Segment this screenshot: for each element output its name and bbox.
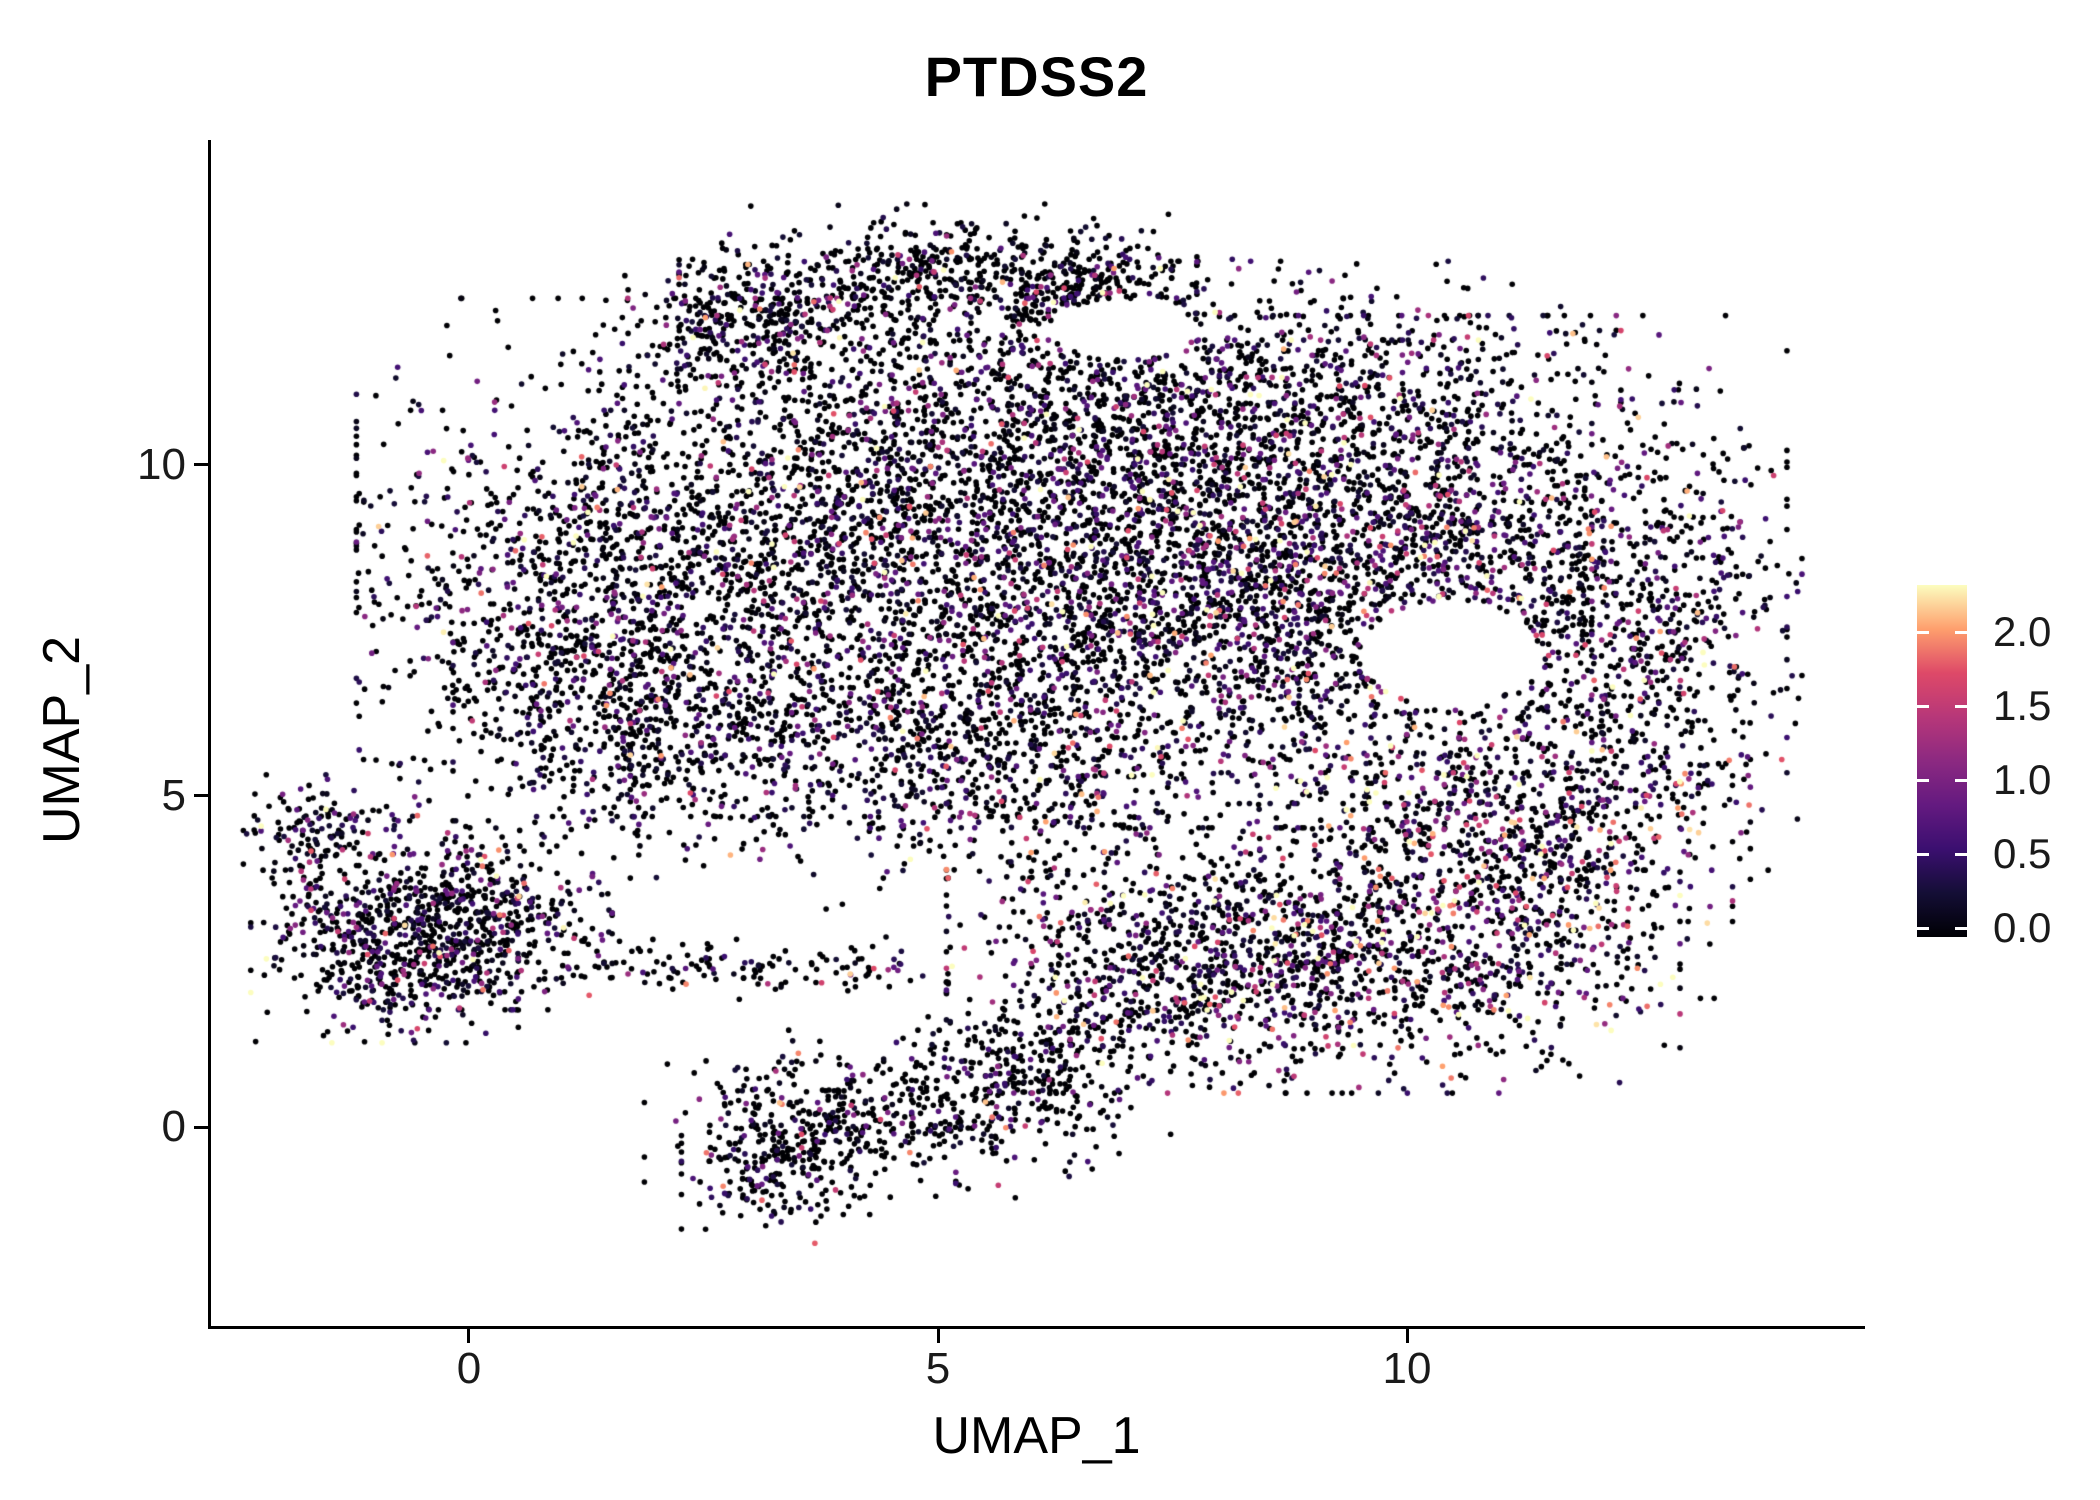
y-tick-mark	[194, 794, 208, 798]
colorbar-tick-mark	[1917, 704, 1929, 708]
x-axis-line	[208, 1326, 1865, 1329]
colorbar-gradient	[1917, 585, 1967, 937]
colorbar-tick-mark	[1955, 630, 1967, 634]
y-tick-label: 0	[161, 1102, 186, 1152]
y-tick-label: 5	[161, 770, 186, 820]
x-tick-label: 0	[456, 1344, 482, 1393]
colorbar-tick-label: 0.5	[1993, 830, 2052, 878]
y-tick-label: 10	[137, 439, 186, 489]
x-axis-label: UMAP_1	[932, 1407, 1141, 1465]
colorbar-tick-label: 1.0	[1993, 756, 2052, 804]
colorbar-tick-mark	[1955, 852, 1967, 856]
x-tick-mark	[1405, 1329, 1409, 1343]
colorbar-legend: 2.0 1.5 1.0 0.5 0.0	[1917, 585, 2100, 951]
x-tick-label: 10	[1382, 1344, 1432, 1393]
chart-title: PTDSS2	[924, 45, 1149, 108]
x-tick-mark	[467, 1329, 471, 1343]
colorbar-tick-mark	[1955, 778, 1967, 782]
y-tick-mark	[194, 463, 208, 467]
colorbar-tick-mark	[1955, 704, 1967, 708]
colorbar-tick-label: 2.0	[1993, 608, 2052, 656]
x-tick-mark	[936, 1329, 940, 1343]
scatter-canvas	[211, 140, 1862, 1326]
colorbar-tick-mark	[1917, 630, 1929, 634]
x-tick-label: 5	[925, 1344, 951, 1393]
y-tick-mark	[194, 1125, 208, 1129]
colorbar-tick-label: 0.0	[1993, 904, 2052, 952]
colorbar-tick-mark	[1917, 926, 1929, 930]
y-axis-line	[208, 140, 211, 1329]
colorbar-tick-mark	[1955, 926, 1967, 930]
colorbar-tick-mark	[1917, 778, 1929, 782]
colorbar-tick-label: 1.5	[1993, 682, 2052, 730]
colorbar-tick-mark	[1917, 852, 1929, 856]
